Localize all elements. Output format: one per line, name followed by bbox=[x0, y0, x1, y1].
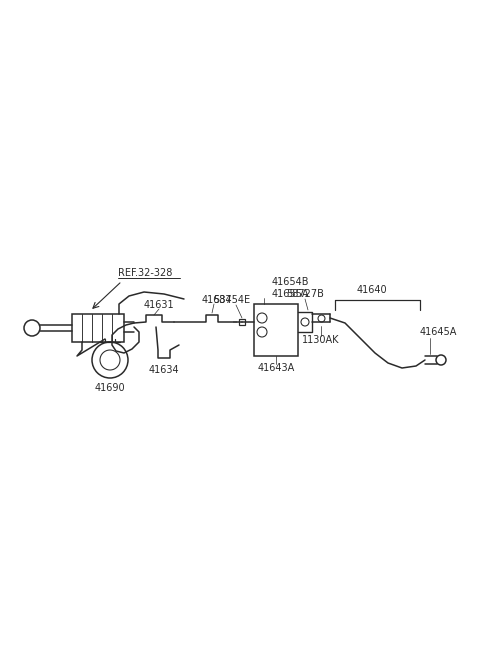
Text: 41634: 41634 bbox=[202, 295, 232, 305]
Bar bbox=[72, 314, 124, 342]
Text: REF.32-328: REF.32-328 bbox=[118, 268, 172, 278]
Text: 58727B: 58727B bbox=[286, 289, 324, 299]
Text: 41690: 41690 bbox=[95, 383, 125, 393]
Text: 41631: 41631 bbox=[144, 300, 174, 310]
Text: 41640: 41640 bbox=[357, 285, 387, 295]
Text: 41643A: 41643A bbox=[257, 363, 295, 373]
Bar bbox=[254, 304, 298, 356]
Text: 41654B: 41654B bbox=[272, 277, 310, 287]
Text: 41655A: 41655A bbox=[272, 289, 310, 299]
Text: 1130AK: 1130AK bbox=[302, 335, 340, 345]
Text: 58754E: 58754E bbox=[214, 295, 251, 305]
Text: 41645A: 41645A bbox=[420, 327, 457, 337]
Text: 41634: 41634 bbox=[149, 365, 180, 375]
